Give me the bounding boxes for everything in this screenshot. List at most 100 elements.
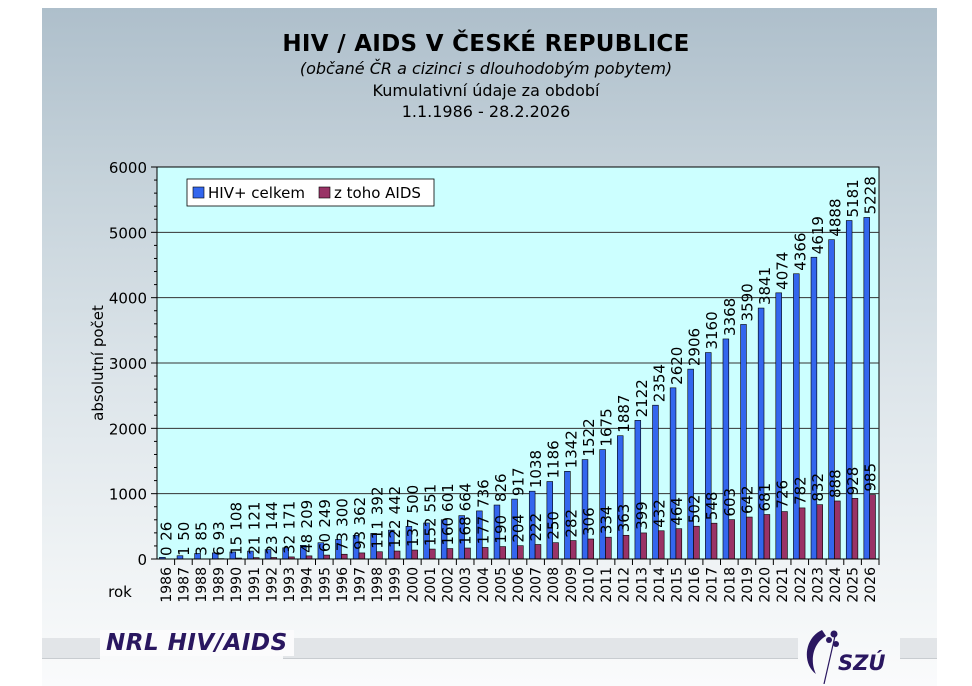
data-label-aids: 464: [668, 497, 686, 526]
data-label-aids: 48: [298, 534, 316, 553]
x-tick-label: 2016: [687, 567, 703, 603]
bar-hiv: [775, 292, 782, 560]
x-tick-label: 2000: [405, 567, 421, 603]
x-tick-label: 1999: [388, 567, 404, 603]
bar-aids: [781, 511, 788, 560]
y-axis-title: absolutní počet: [89, 305, 107, 421]
y-tick-label: 5000: [109, 224, 147, 242]
bar-hiv: [652, 404, 659, 560]
data-label-hiv: 2122: [633, 379, 651, 417]
data-label-hiv: 26: [157, 522, 175, 541]
bar-aids: [499, 546, 506, 560]
y-tick-label: 4000: [109, 290, 147, 308]
bar-hiv: [599, 449, 606, 560]
data-label-hiv: 392: [369, 487, 387, 516]
data-label-hiv: 209: [298, 500, 316, 529]
data-label-aids: 928: [844, 467, 862, 496]
data-label-aids: 399: [633, 501, 651, 530]
x-tick-label: 2004: [476, 567, 492, 603]
x-axis-title: rok: [108, 583, 132, 601]
data-label-aids: 122: [386, 519, 404, 548]
footer-bar-right: [900, 638, 937, 659]
chart-description: Kumulativní údaje za období: [372, 81, 600, 100]
bar-hiv: [810, 256, 818, 560]
data-label-hiv: 3368: [721, 298, 739, 336]
bar-aids: [640, 532, 647, 560]
data-label-hiv: 249: [316, 499, 334, 528]
x-tick-label: 1995: [317, 567, 333, 603]
data-label-aids: 15: [228, 536, 246, 555]
data-label-hiv: 108: [228, 502, 246, 531]
title-block: HIV / AIDS V ČESKÉ REPUBLICE (občané ČR …: [0, 30, 972, 123]
bar-aids: [341, 553, 348, 560]
data-label-hiv: 4074: [774, 252, 792, 290]
data-label-hiv: 1675: [598, 408, 616, 446]
bar-aids: [798, 507, 806, 560]
x-tick-label: 1992: [264, 567, 280, 603]
data-label-aids: 6: [210, 546, 228, 556]
x-tick-label: 2015: [669, 567, 685, 603]
data-label-aids: 888: [826, 469, 844, 498]
data-label-aids: 726: [774, 480, 792, 509]
bar-aids: [869, 494, 876, 560]
x-tick-label: 2018: [722, 567, 738, 603]
data-label-aids: 603: [721, 488, 739, 517]
data-labels: 0261503856931510821121231443217148209602…: [157, 176, 879, 556]
legend: HIV+ celkem z toho AIDS: [186, 178, 435, 207]
x-tick-label: 2003: [458, 567, 474, 603]
x-tick-label: 2010: [581, 567, 597, 603]
data-label-hiv: 3841: [756, 267, 774, 305]
x-tick-label: 1990: [229, 567, 245, 603]
bar-aids: [376, 551, 383, 560]
bar-aids: [816, 504, 823, 560]
x-tick-label: 1998: [370, 567, 386, 603]
data-label-aids: 73: [333, 532, 351, 551]
data-label-aids: 160: [439, 517, 457, 546]
data-label-hiv: 442: [386, 486, 404, 515]
y-tick-label: 1000: [109, 486, 147, 504]
nrl-hiv-aids-label: NRL HIV/AIDS: [100, 630, 294, 656]
x-tick-label: 1996: [335, 567, 351, 603]
data-label-aids: 363: [615, 504, 633, 533]
data-label-hiv: 551: [421, 484, 439, 513]
data-label-aids: 502: [686, 495, 704, 524]
x-tick-label: 2006: [511, 567, 527, 603]
x-tick-label: 2020: [758, 567, 774, 603]
data-label-hiv: 664: [457, 483, 475, 512]
data-label-aids: 177: [474, 516, 492, 545]
bar-hiv: [828, 239, 835, 560]
data-label-aids: 334: [598, 506, 616, 535]
y-tick-label: 0: [137, 551, 147, 569]
data-label-hiv: 1887: [615, 395, 633, 433]
x-tick-label: 2026: [863, 567, 879, 603]
data-label-aids: 168: [457, 516, 475, 545]
x-tick-label: 2013: [634, 567, 650, 603]
bar-aids: [763, 514, 771, 560]
data-label-aids: 548: [703, 492, 721, 521]
data-label-hiv: 50: [175, 522, 193, 541]
bar-hiv: [687, 368, 694, 560]
bar-aids: [693, 525, 700, 560]
data-label-hiv: 1038: [527, 450, 545, 488]
bar-hiv: [740, 324, 747, 560]
data-label-hiv: 2906: [686, 328, 704, 366]
data-label-aids: 282: [562, 509, 580, 538]
data-label-aids: 681: [756, 483, 774, 512]
chart-title: HIV / AIDS V ČESKÉ REPUBLICE: [282, 31, 690, 57]
data-label-hiv: 121: [245, 502, 263, 531]
szu-logo-icon: SZÚ: [806, 630, 885, 684]
data-label-aids: 222: [527, 513, 545, 542]
x-tick-label: 2021: [775, 567, 791, 603]
bar-hiv: [793, 273, 800, 560]
bar-aids: [587, 538, 595, 560]
data-label-aids: 21: [245, 536, 263, 555]
data-label-hiv: 144: [263, 501, 281, 530]
data-label-aids: 306: [580, 507, 598, 536]
bar-hiv: [722, 338, 730, 560]
x-tick-label: 1986: [159, 567, 175, 603]
chart-period: 1.1.1986 - 28.2.2026: [401, 102, 571, 121]
bar-aids: [622, 534, 630, 560]
bar-aids: [429, 548, 436, 560]
